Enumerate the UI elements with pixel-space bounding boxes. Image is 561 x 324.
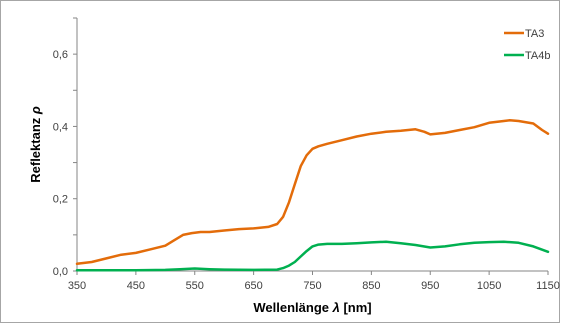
x-axis-title: Wellenlänge λ [nm] xyxy=(253,300,371,315)
legend-label-ta4b: TA4b xyxy=(525,50,550,62)
tick-labels: 0,0 0,2 0,4 0,6 350 450 550 650 750 850 950 1050 115… xyxy=(53,49,560,292)
series-line-ta3 xyxy=(75,119,550,266)
x-tick-label: 1050 xyxy=(477,280,501,292)
legend-label-ta3: TA3 xyxy=(525,28,544,40)
x-tick-label: 750 xyxy=(303,280,321,292)
x-tick-label: 350 xyxy=(68,280,86,292)
y-tick-label: 0,2 xyxy=(53,194,68,206)
y-axis-title: Reflektanz ρ xyxy=(28,106,43,183)
y-tick-label: 0,4 xyxy=(53,121,68,133)
y-tick-label: 0,0 xyxy=(53,266,68,278)
x-tick-label: 550 xyxy=(186,280,204,292)
series-line-ta4b xyxy=(75,240,550,272)
series-lines xyxy=(75,119,550,272)
x-tick-label: 450 xyxy=(127,280,145,292)
x-tick-label: 650 xyxy=(244,280,262,292)
chart-axes xyxy=(73,17,549,275)
x-tick-label: 850 xyxy=(362,280,380,292)
x-tick-label: 1150 xyxy=(536,280,560,292)
y-tick-label: 0,6 xyxy=(53,49,68,61)
legend: TA3 TA4b xyxy=(504,28,550,62)
x-tick-label: 950 xyxy=(421,280,439,292)
